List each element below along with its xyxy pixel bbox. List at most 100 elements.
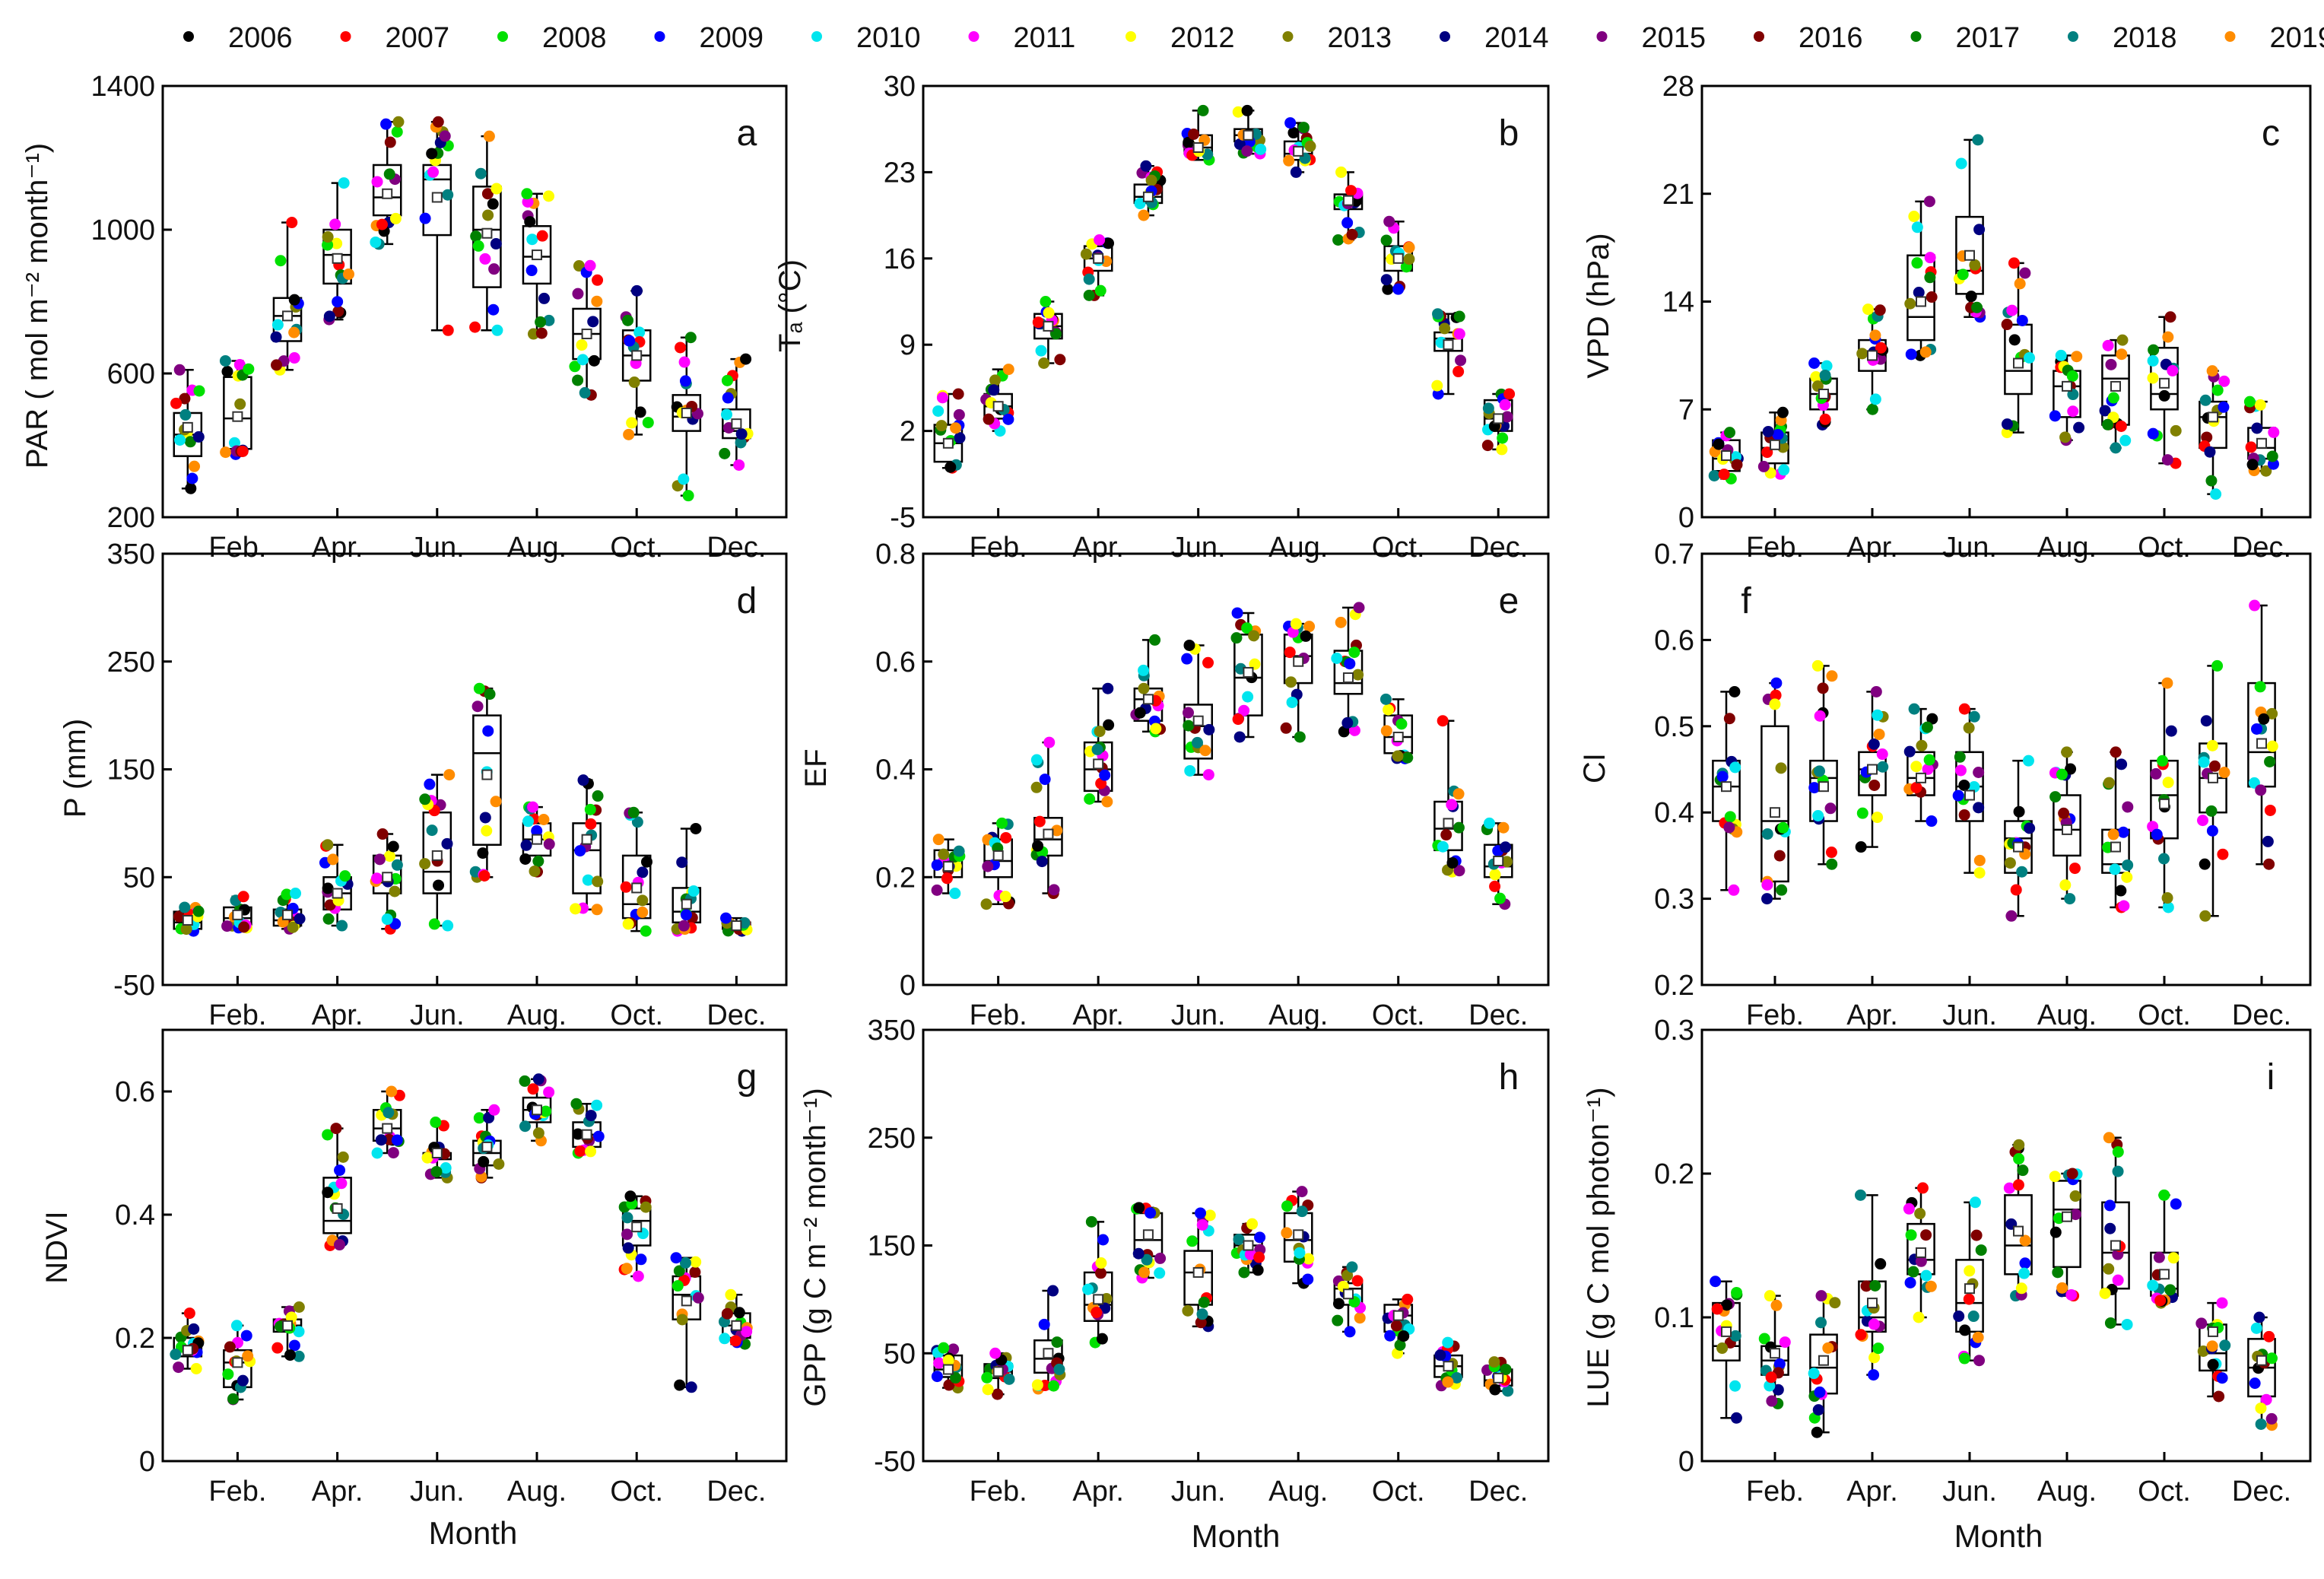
box-h-month-8 (1281, 1186, 1315, 1289)
year-point (484, 688, 496, 701)
year-point (1860, 1280, 1872, 1292)
box-i-month-7 (2003, 1139, 2033, 1302)
year-point (992, 1388, 1004, 1400)
year-point (469, 321, 481, 333)
year-point (2055, 349, 2067, 361)
year-point (1254, 1231, 1266, 1244)
year-point (689, 1266, 701, 1279)
year-point (584, 803, 596, 815)
year-point (1716, 770, 1729, 783)
year-point (2064, 893, 2076, 905)
x-tick-label-b: Feb. (970, 532, 1027, 564)
year-point (1099, 769, 1111, 781)
x-tick-label-h: Dec. (1468, 1476, 1528, 1508)
x-tick-label-h: Oct. (1372, 1476, 1425, 1508)
x-axis-title-col1: Month (429, 1515, 518, 1551)
year-point (931, 859, 943, 871)
year-point (2205, 805, 2218, 817)
year-point (1047, 1285, 1059, 1297)
year-point (532, 855, 544, 867)
year-point (1379, 693, 1392, 705)
mean-marker (2062, 824, 2072, 835)
year-point (2200, 715, 2212, 727)
year-point (170, 1349, 182, 1361)
mean-marker (481, 1141, 493, 1152)
year-point (237, 891, 249, 903)
y-tick-label-e: 0.8 (875, 539, 916, 570)
year-point (722, 392, 734, 404)
mean-marker (2110, 380, 2121, 392)
year-point (1761, 878, 1773, 891)
year-point (2218, 401, 2230, 413)
year-point (419, 212, 431, 224)
year-point (1402, 1293, 1414, 1305)
box-i-month-8 (2049, 1168, 2083, 1302)
mean-marker (332, 888, 343, 899)
year-point (2246, 459, 2259, 471)
x-tick-label-i: Apr. (1846, 1476, 1898, 1508)
year-point (2056, 768, 2068, 780)
x-tick-label-g: Apr. (312, 1476, 364, 1508)
year-point (2268, 426, 2280, 438)
x-tick-label-h: Jun. (1171, 1476, 1226, 1508)
year-point (383, 850, 395, 863)
year-point (938, 1342, 950, 1354)
year-point (1030, 781, 1043, 793)
year-point (2013, 1153, 2025, 1165)
year-point (1083, 289, 1095, 301)
box-g-month-7 (472, 1104, 505, 1183)
year-point (1244, 1248, 1256, 1260)
y-tick-label-d: 250 (107, 647, 155, 678)
box-f-month-2 (1760, 677, 1791, 905)
year-point (391, 125, 403, 138)
year-point (1035, 345, 1047, 357)
year-point (2195, 1317, 2208, 1330)
box-b-month-5 (1133, 160, 1167, 221)
year-point (2265, 1412, 2278, 1425)
year-point (227, 1393, 240, 1405)
year-point (221, 920, 233, 932)
year-point (1030, 754, 1043, 766)
year-point (293, 1350, 305, 1362)
mean-marker (1043, 828, 1054, 840)
year-point (1102, 237, 1114, 249)
year-point (519, 853, 532, 865)
year-point (719, 447, 731, 459)
year-point (2147, 372, 2159, 384)
year-point (2167, 364, 2179, 376)
year-point (2122, 801, 2134, 813)
year-point (1100, 1292, 1113, 1304)
year-point (543, 838, 555, 850)
year-point (1002, 413, 1014, 425)
x-tick-label-h: Apr. (1072, 1476, 1124, 1508)
year-point (2263, 858, 2275, 870)
x-tick-label-h: Aug. (1268, 1476, 1328, 1508)
panel-a: 200 600 1000 1400 Feb. Apr. Jun. Aug. Oct. Dec. a (90, 71, 788, 564)
year-point (573, 260, 585, 272)
year-point (1723, 821, 1735, 834)
axis-titles: Month Month Month PAR ( mol m⁻² month⁻¹)… (21, 143, 2043, 1554)
box-f-month-5 (1903, 703, 1938, 828)
mean-marker (1392, 731, 1404, 742)
year-point (1346, 1261, 1358, 1273)
year-point (2015, 1282, 2027, 1295)
box-e-month-12 (1481, 817, 1513, 910)
year-point (2109, 863, 2121, 875)
year-point (2197, 815, 2209, 827)
year-point (1758, 1333, 1770, 1345)
box-e-month-2 (980, 817, 1015, 910)
year-point (1489, 1384, 1501, 1396)
year-point (932, 834, 945, 846)
year-point (529, 865, 541, 877)
mean-marker (1721, 781, 1732, 793)
year-point (1283, 154, 1295, 167)
mean-marker (2159, 377, 2170, 389)
year-point (1489, 869, 1501, 881)
year-point (430, 1165, 443, 1177)
box-c-month-10 (2147, 311, 2182, 469)
year-point (284, 1349, 296, 1361)
mean-marker (2256, 738, 2267, 749)
year-point (591, 295, 603, 307)
year-point (1094, 726, 1106, 738)
year-point (1233, 1233, 1245, 1245)
